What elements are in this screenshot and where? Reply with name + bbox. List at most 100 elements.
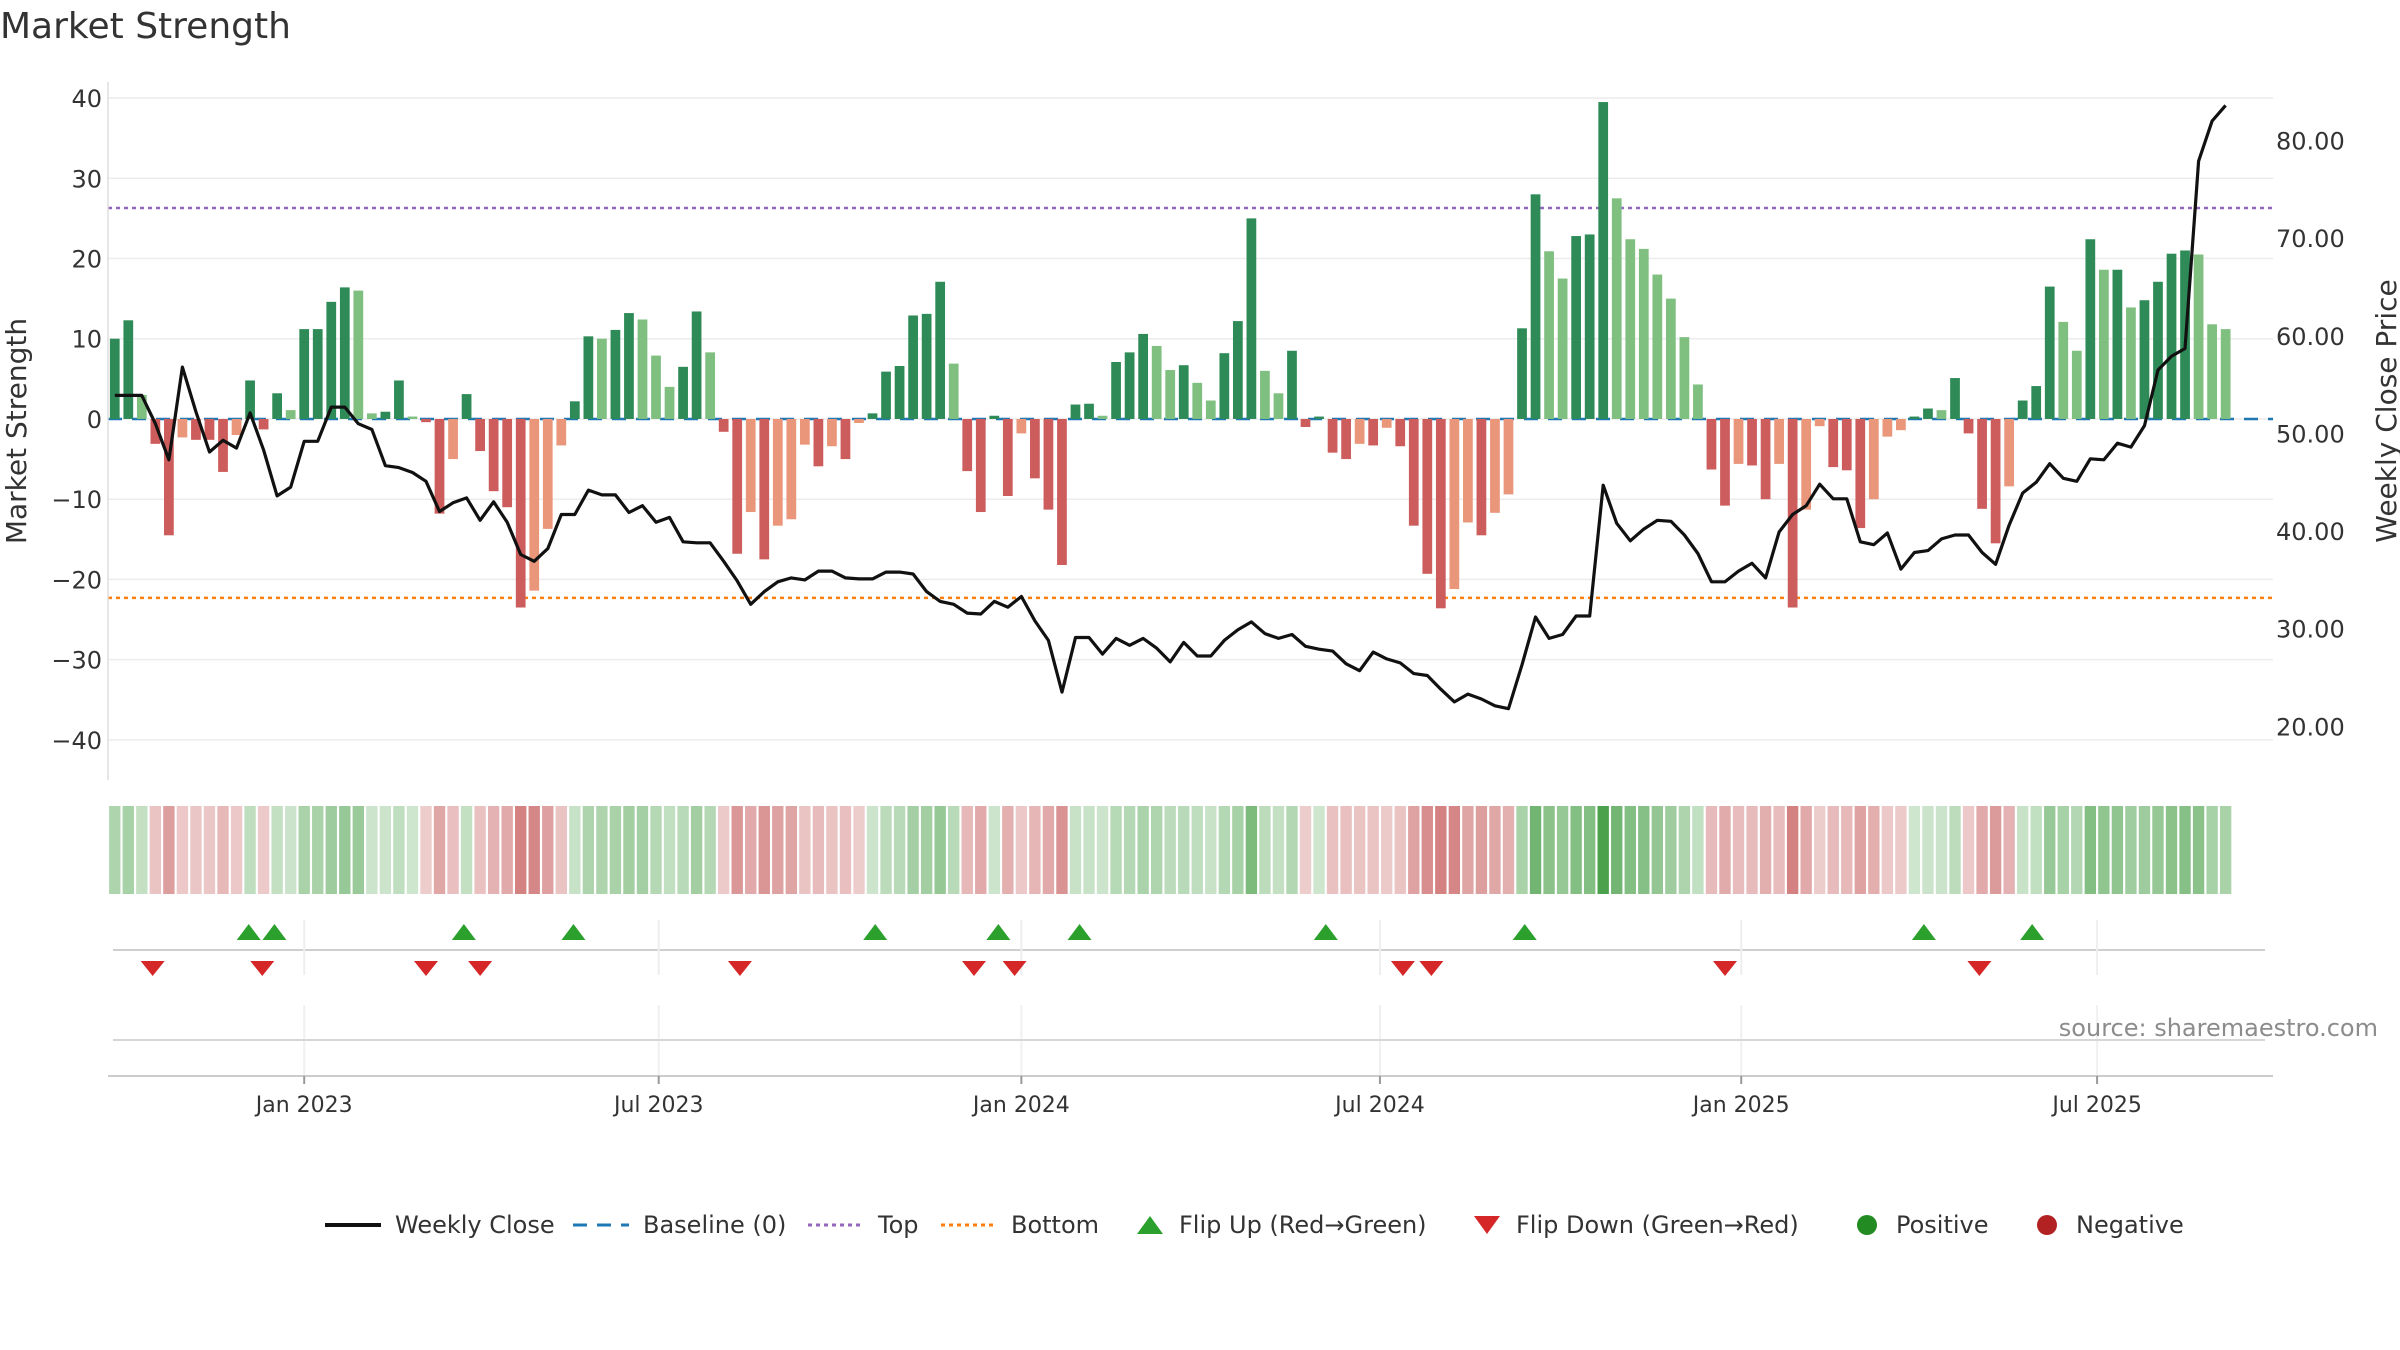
strength-bar (2112, 269, 2123, 419)
strength-bar (218, 418, 228, 472)
heat-cell (1678, 806, 1691, 894)
strength-bar (2017, 400, 2028, 419)
axes: 40 30 20 10 0 −10 −20 −30 −40 80.00 70.00 60.00 50.0… (0, 82, 2400, 780)
strength-bar (2193, 254, 2204, 419)
strength-bars (109, 102, 2231, 609)
flip-down-marker (468, 961, 493, 976)
y-left-axis-title: Market Strength (0, 318, 33, 544)
triangle-down-icon (1474, 1216, 1500, 1234)
x-tick-label: Jul 2024 (1333, 1093, 1425, 1118)
heat-cell (2003, 806, 2015, 894)
strength-bar (542, 418, 553, 529)
strength-bar (1124, 352, 1135, 419)
legend-weekly-close: Weekly Close (323, 1200, 555, 1250)
strength-bar (2153, 281, 2163, 419)
heat-cell (1624, 806, 1636, 894)
strength-bar (231, 418, 242, 436)
strength-bar (1043, 418, 1054, 510)
strength-bar (1936, 410, 1947, 419)
flip-up-marker (1512, 924, 1537, 940)
heat-cell (988, 806, 1000, 894)
strength-bar (312, 329, 323, 419)
flip-up-marker (2020, 924, 2045, 940)
circle-icon (2037, 1215, 2057, 1235)
strength-bar (2085, 239, 2096, 419)
heat-cell (2030, 806, 2042, 894)
heat-cell (677, 806, 689, 894)
heat-cell (109, 806, 121, 894)
heat-cell (1029, 806, 1041, 894)
heat-cell (352, 806, 365, 894)
strength-heat-strip (109, 806, 2232, 894)
heat-cell (149, 806, 162, 894)
heat-cell (501, 806, 513, 894)
heat-cell (1529, 806, 1542, 894)
flip-up-marker (262, 924, 287, 940)
strength-bar (597, 338, 607, 419)
strength-bar (1463, 418, 1473, 523)
heat-cell (366, 806, 378, 894)
heat-cell (136, 806, 148, 894)
heat-cell (1164, 806, 1176, 894)
strength-bar (1733, 418, 1744, 464)
heat-cell (569, 806, 581, 894)
heat-cell (1232, 806, 1244, 894)
heat-cell (1462, 806, 1474, 894)
heat-cell (1150, 806, 1163, 894)
legend-baseline-label: Baseline (0) (643, 1211, 787, 1239)
strength-bar (705, 352, 716, 419)
strength-bar (380, 411, 391, 419)
line-icon (325, 1223, 381, 1227)
heat-cell (623, 806, 635, 894)
strength-bar (1354, 418, 1365, 444)
heat-cell (1895, 806, 1907, 894)
flip-up-marker (986, 924, 1011, 940)
strength-bar (989, 415, 1000, 419)
heat-cell (663, 806, 676, 894)
strength-bar (475, 418, 485, 452)
flip-down-marker (962, 961, 986, 976)
strength-bar (1544, 251, 1554, 419)
strength-bar (2139, 300, 2150, 419)
heat-cell (1259, 806, 1271, 894)
heat-cell (433, 806, 446, 894)
strength-bar (908, 315, 918, 419)
heat-cell (1854, 806, 1866, 894)
strength-bar (2126, 307, 2136, 419)
heat-cell (2138, 806, 2151, 894)
strength-bar (921, 313, 932, 419)
heat-cell (284, 806, 297, 894)
strength-bar (1381, 418, 1392, 428)
strength-bar (718, 418, 729, 432)
heat-cell (650, 806, 662, 894)
heat-cell (1705, 806, 1718, 894)
strength-bar (123, 320, 134, 419)
heat-cell (1814, 806, 1826, 894)
heat-cell (636, 806, 649, 894)
strength-bar (1151, 345, 1162, 419)
strength-bar (854, 418, 864, 423)
reference-lines (108, 206, 2273, 600)
heat-cell (1353, 806, 1366, 894)
heat-cell (1651, 806, 1664, 894)
strength-bar (894, 366, 905, 419)
legend-baseline: Baseline (0) (571, 1200, 786, 1250)
strength-bar (2004, 418, 2015, 487)
flip-down-marker (1002, 961, 1027, 976)
strength-bar (1205, 400, 1216, 419)
heat-cell (1935, 806, 1948, 894)
heat-cell (528, 806, 540, 894)
strength-bar (772, 418, 783, 526)
strength-bar (1557, 278, 1568, 419)
strength-bar (515, 418, 526, 608)
y-right-tick-label: 30.00 (2276, 616, 2345, 644)
heat-cell (609, 806, 622, 894)
strength-bar (339, 287, 350, 419)
heat-cell (853, 806, 865, 894)
strength-bar (1422, 418, 1433, 574)
strength-bar (935, 281, 946, 419)
flip-up-marker (236, 924, 261, 940)
x-tick-label: Jan 2024 (971, 1093, 1070, 1118)
heat-cell (934, 806, 946, 894)
flip-up-marker (1067, 924, 1092, 940)
